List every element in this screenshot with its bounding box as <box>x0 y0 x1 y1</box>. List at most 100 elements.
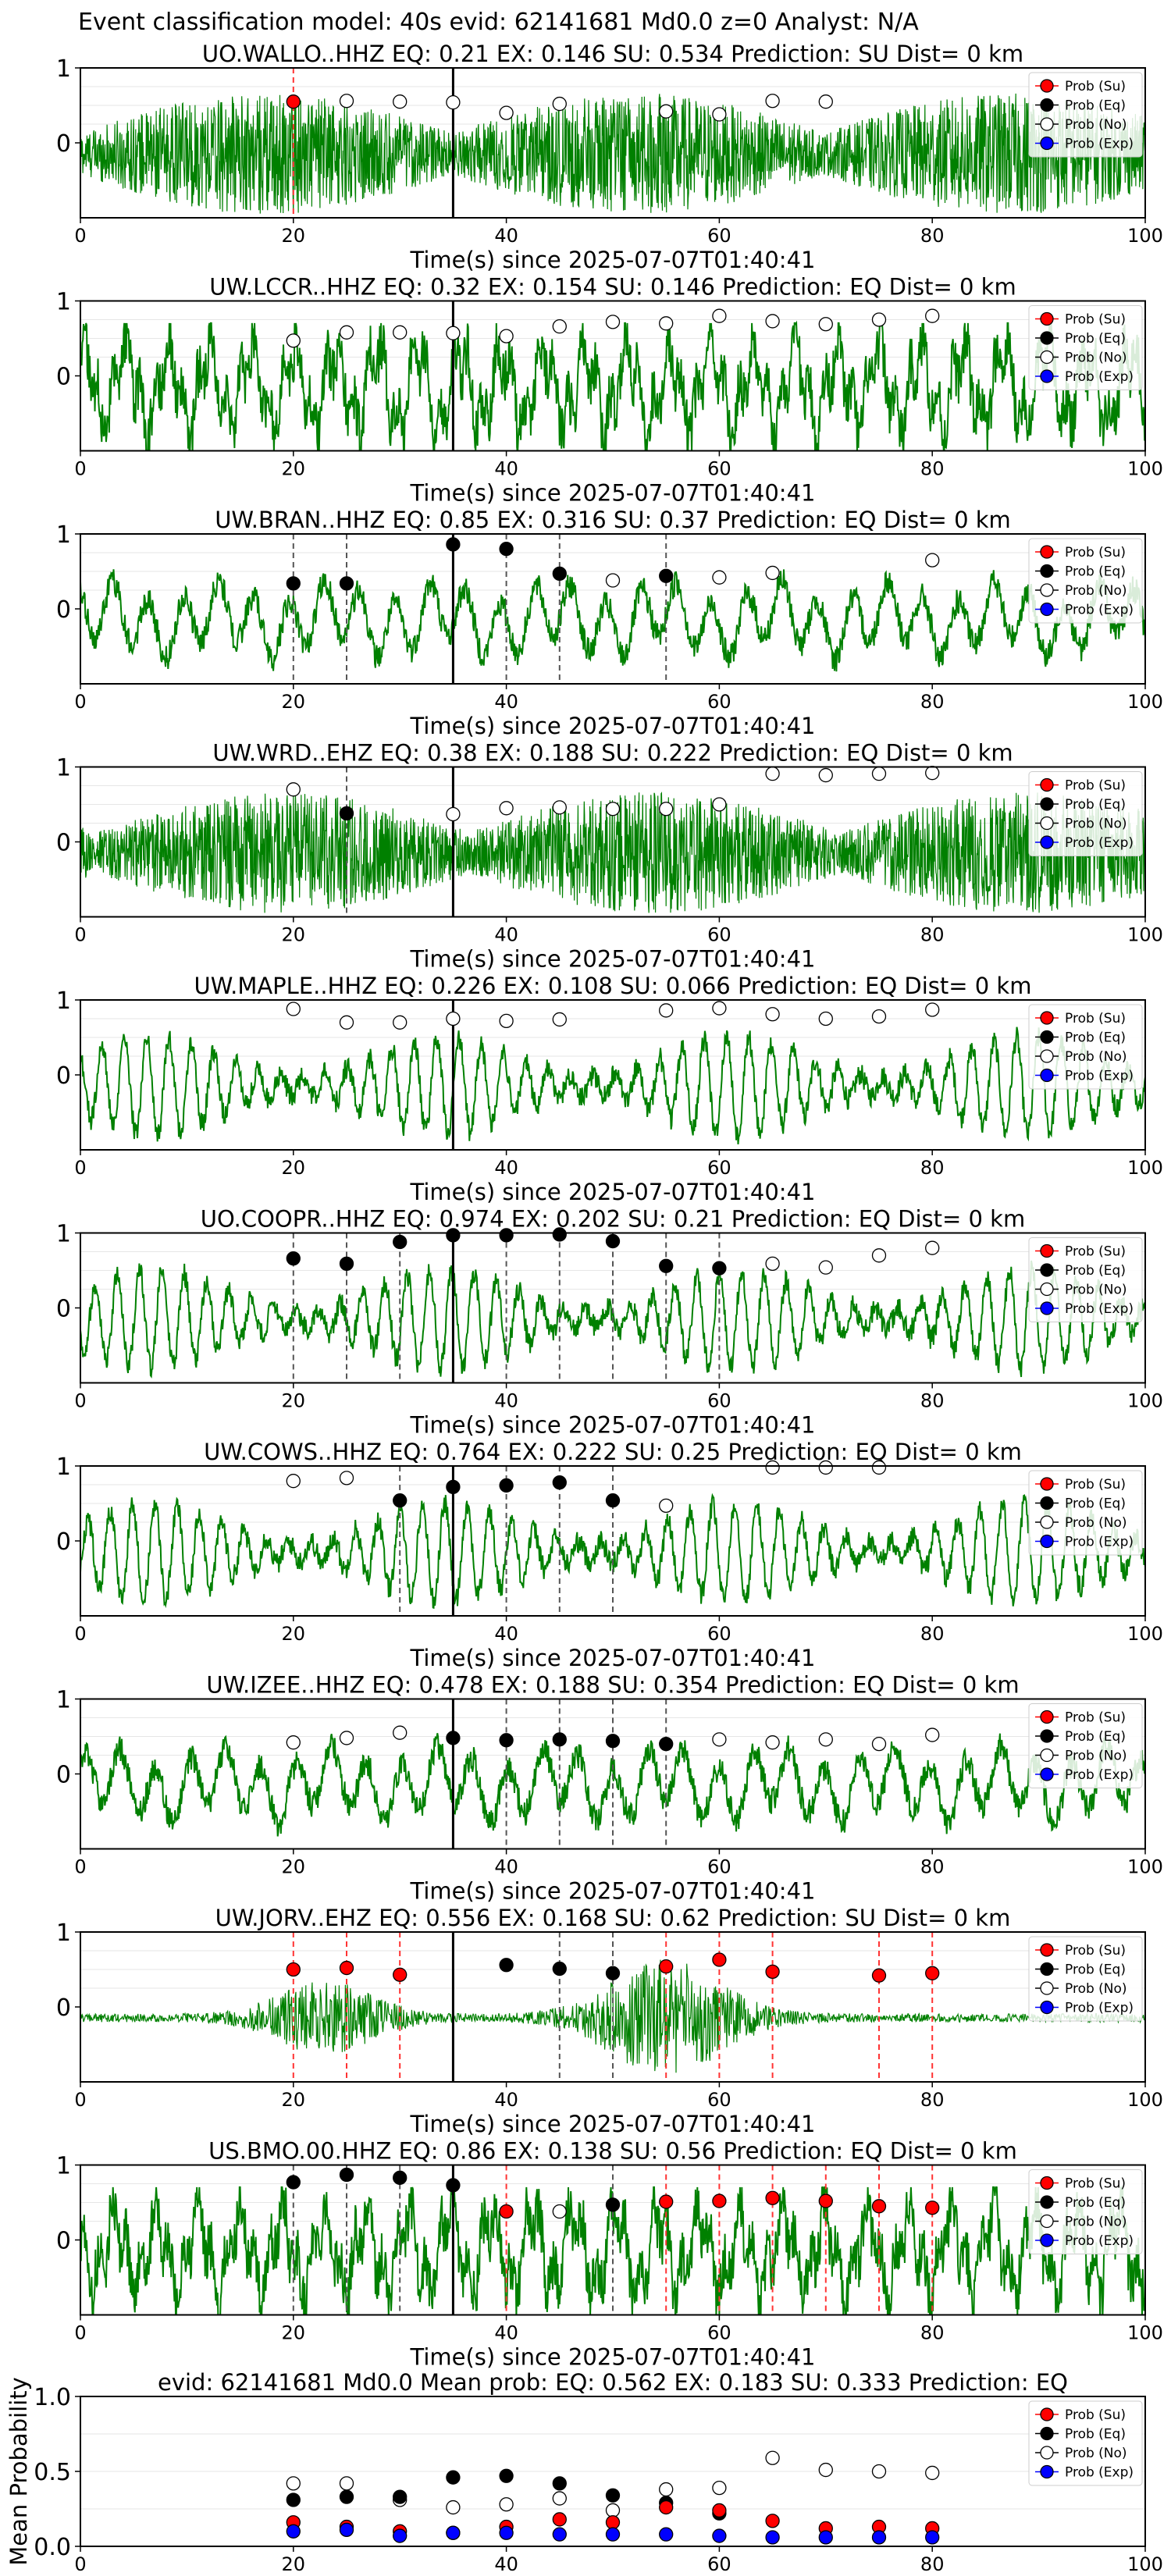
legend-marker-exp <box>1040 369 1054 383</box>
x-tick-label: 40 <box>494 1157 518 1179</box>
legend-marker-exp <box>1040 602 1054 617</box>
x-tick-label: 0 <box>74 924 86 946</box>
legend-box <box>1028 538 1143 624</box>
marker-no <box>818 1011 833 1026</box>
x-tick-label: 0 <box>74 1157 86 1179</box>
marker-su <box>659 2194 674 2209</box>
marker-no <box>925 766 940 781</box>
marker-eq <box>446 1228 461 1243</box>
marker-no <box>393 325 408 340</box>
legend-marker-eq <box>1040 98 1054 112</box>
x-axis-label: Time(s) since 2025-07-07T01:40:41 <box>410 1412 816 1439</box>
x-tick-label: 20 <box>282 458 306 480</box>
marker-exp <box>712 2528 727 2543</box>
legend-marker-exp <box>1040 2464 1054 2479</box>
marker-no <box>925 308 940 323</box>
x-tick-label: 40 <box>494 2553 518 2575</box>
x-tick-label: 80 <box>920 2089 945 2111</box>
figure-title: Event classification model: 40s evid: 62… <box>78 9 919 36</box>
marker-no <box>552 800 567 815</box>
x-tick-label: 0 <box>74 1856 86 1878</box>
marker-eq <box>499 1478 514 1493</box>
marker-no <box>765 1460 780 1475</box>
legend-marker-su <box>1040 545 1054 559</box>
panel-title: UO.COOPR..HHZ EQ: 0.974 EX: 0.202 SU: 0.… <box>201 1206 1025 1233</box>
marker-su <box>925 2201 940 2215</box>
marker-exp <box>499 2525 514 2540</box>
legend-marker-no <box>1040 117 1054 131</box>
x-tick-label: 20 <box>282 2322 306 2344</box>
legend-label-exp: Prob (Exp) <box>1065 2001 1134 2016</box>
legend-label-exp: Prob (Exp) <box>1065 1535 1134 1550</box>
axes-frame <box>80 300 1146 452</box>
marker-su <box>925 1966 940 1980</box>
marker-eq <box>286 576 301 591</box>
panel-title: UO.WALLO..HHZ EQ: 0.21 EX: 0.146 SU: 0.5… <box>202 41 1023 67</box>
marker-no <box>499 329 514 343</box>
x-tick-label: 20 <box>282 691 306 713</box>
marker-no <box>765 94 780 109</box>
marker-no <box>871 2464 887 2479</box>
marker-su <box>552 2512 567 2527</box>
marker-no <box>286 1002 301 1016</box>
x-tick-label: 60 <box>707 1390 731 1412</box>
marker-no <box>552 1012 567 1027</box>
marker-eq <box>446 1479 461 1495</box>
legend-label-no: Prob (No) <box>1065 817 1127 832</box>
x-tick-label: 100 <box>1127 1157 1163 1179</box>
legend-marker-exp <box>1040 136 1054 151</box>
marker-su <box>765 2190 780 2205</box>
axes-frame <box>80 2396 1146 2547</box>
x-tick-label: 60 <box>707 458 731 480</box>
legend-marker-no <box>1040 350 1054 365</box>
y-tick-label: 0 <box>56 130 71 158</box>
marker-no <box>393 94 408 109</box>
marker-eq <box>552 2476 567 2491</box>
marker-eq <box>659 1736 674 1752</box>
waveform-trace <box>80 569 1145 672</box>
marker-su <box>605 2515 621 2530</box>
marker-no <box>393 1725 408 1740</box>
marker-eq <box>605 1233 621 1249</box>
legend-marker-eq <box>1040 2195 1054 2209</box>
x-tick-label: 40 <box>494 2089 518 2111</box>
marker-no <box>446 2500 461 2515</box>
legend-box <box>1028 1703 1143 1788</box>
marker-no <box>339 2476 354 2491</box>
x-tick-label: 80 <box>920 225 945 247</box>
marker-no <box>446 806 461 822</box>
marker-no <box>339 1471 354 1485</box>
marker-no <box>712 2480 727 2496</box>
waveform-group <box>80 569 1145 672</box>
x-tick-label: 40 <box>494 458 518 480</box>
y-tick-label: 1 <box>56 1221 71 1248</box>
legend-marker-exp <box>1040 1068 1054 1083</box>
x-tick-label: 60 <box>707 2089 731 2111</box>
marker-eq <box>446 2470 461 2485</box>
marker-eq <box>499 1958 514 1973</box>
panel-9: UW.JORV..EHZ EQ: 0.556 EX: 0.168 SU: 0.6… <box>56 1905 1163 2137</box>
marker-eq <box>393 1234 408 1250</box>
marker-eq <box>659 1258 674 1273</box>
marker-su <box>286 1962 301 1977</box>
marker-no <box>393 1015 408 1030</box>
marker-no <box>871 312 887 327</box>
marker-no <box>552 318 567 334</box>
legend-label-no: Prob (No) <box>1065 2215 1127 2230</box>
marker-no <box>765 2450 780 2465</box>
x-tick-label: 0 <box>74 2089 86 2111</box>
marker-eq <box>393 2170 408 2185</box>
x-axis-label: Time(s) since 2025-07-07T01:40:41 <box>410 1179 816 1205</box>
marker-no <box>339 1731 354 1745</box>
marker-exp <box>765 2530 780 2545</box>
x-tick-label: 60 <box>707 1157 731 1179</box>
panel-2: UW.LCCR..HHZ EQ: 0.32 EX: 0.154 SU: 0.14… <box>56 274 1163 507</box>
waveform-trace <box>80 1959 1145 2073</box>
panel-title: UW.JORV..EHZ EQ: 0.556 EX: 0.168 SU: 0.6… <box>215 1905 1011 1931</box>
legend-label-su: Prob (Su) <box>1065 79 1126 94</box>
legend-marker-su <box>1040 1244 1054 1258</box>
x-axis-label: Time(s) since 2025-07-07T01:40:41 <box>410 1645 816 1671</box>
marker-su <box>871 1968 887 1983</box>
marker-no <box>552 96 567 112</box>
y-tick-label: 0 <box>56 596 71 624</box>
